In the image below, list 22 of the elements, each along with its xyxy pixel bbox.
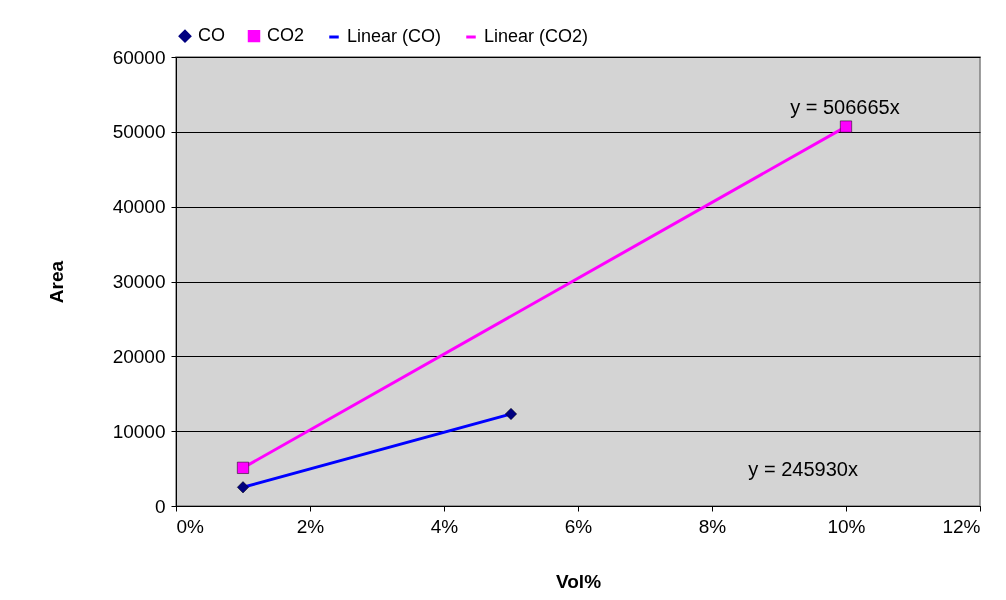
y-tick-label: 50000 (112, 121, 166, 143)
x-tick-label: 8% (698, 515, 727, 537)
x-tick-label: 0% (176, 515, 205, 537)
x-tick-label: 10% (827, 515, 866, 537)
x-tick-label: 12% (942, 515, 981, 537)
legend-label: Linear (CO2) (484, 26, 589, 46)
y-tick-label: 0 (154, 495, 166, 517)
y-tick-label: 60000 (112, 46, 166, 68)
legend-label: CO2 (267, 25, 305, 46)
y-tick-label: 30000 (112, 271, 166, 292)
annotation: y = 506665x (790, 95, 900, 118)
x-tick-label: 2% (296, 515, 325, 537)
y-axis-title: Area (45, 260, 67, 304)
x-tick-label: 6% (564, 515, 593, 537)
x-axis-title: Vol% (555, 570, 602, 592)
legend-label: CO (198, 25, 225, 46)
y-tick-label: 10000 (112, 420, 166, 442)
y-tick-label: 20000 (112, 345, 166, 367)
annotation: y = 245930x (748, 458, 858, 481)
x-tick-label: 4% (430, 515, 459, 537)
legend-label: Linear (CO) (347, 26, 442, 46)
y-tick-label: 40000 (112, 196, 166, 218)
